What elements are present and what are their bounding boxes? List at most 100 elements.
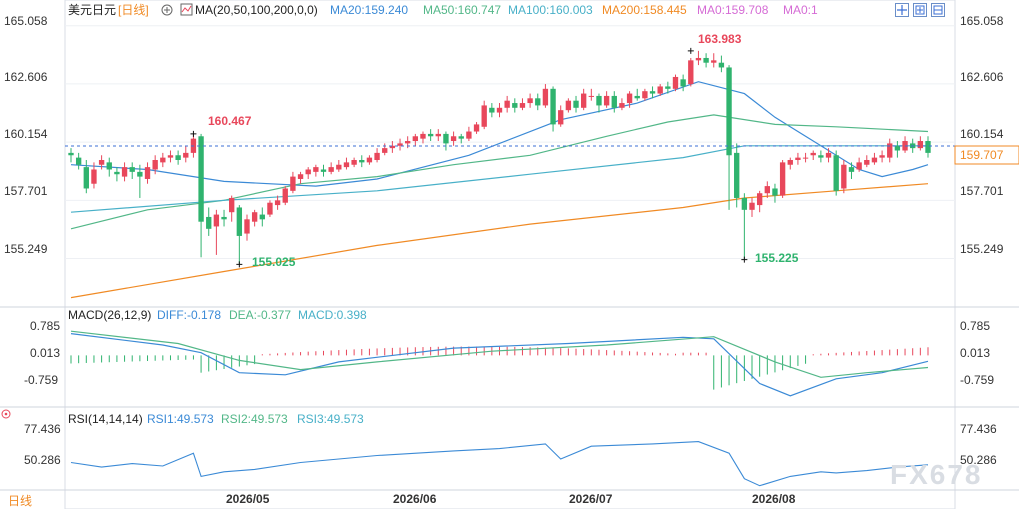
candle-body [98,160,105,165]
y-tick-left-1: 165.058 [4,14,48,28]
candle [848,162,855,179]
candle [795,152,801,165]
candle [756,190,763,213]
candle [481,100,487,130]
candle [129,162,135,179]
candle-body [734,152,740,198]
macd-tick-left-2: 0.013 [30,346,60,360]
candle-body [879,155,885,158]
candle-body [580,93,587,108]
candle-body [244,219,250,234]
fullscreen-button[interactable] [931,3,945,17]
candle-body [825,152,832,158]
y-tick-right-3: 160.154 [960,127,1004,141]
candle-body [420,133,426,139]
candle [466,126,472,142]
settings-icon[interactable] [161,4,173,16]
candle [512,98,518,113]
macd-tick-right-2: 0.013 [960,346,990,360]
candle [542,84,549,108]
candle [642,88,648,101]
candle [489,103,495,118]
macd-dea-line [70,330,929,378]
candle [236,205,243,265]
macd-tick-left-1: 0.785 [30,319,60,333]
candle-body [68,152,74,156]
candle [397,138,403,151]
rsi-tick-right-1: 77.436 [960,422,997,436]
candle-body [535,98,541,106]
y-tick-left-3: 160.154 [4,127,48,141]
candle [382,143,388,156]
candle-body [175,155,181,160]
candle-body [695,57,702,61]
candle [114,167,120,182]
candle-body [144,167,151,179]
candle [251,209,258,227]
candle [167,150,174,163]
candle [519,98,526,111]
candle-body [588,95,594,97]
candle [121,162,128,182]
period-tab[interactable]: 日线 [8,494,32,508]
candle-body [550,88,556,125]
candle [925,136,931,158]
crosshair-button[interactable] [895,3,909,17]
candle-body [596,95,602,106]
candle [611,91,617,113]
candle-body [542,88,549,106]
candle-body [229,197,235,213]
rsi-label: RSI(14,14,14) [68,412,143,426]
rsi-line [70,441,929,487]
candle [504,95,510,113]
candle [749,197,755,217]
annotation-low2: 155.225 [755,251,799,265]
candle [137,164,143,198]
candle-body [856,162,862,170]
ma-indicator-icon [180,3,193,16]
candle [841,160,847,194]
candle [374,148,380,163]
candle [259,207,265,227]
candle [68,148,74,163]
candle-body [711,60,717,63]
candle [703,53,709,68]
candle-body [634,95,640,99]
macd-pane [70,330,929,397]
rsi2-value: RSI2:49.573 [221,412,288,426]
target-icon[interactable] [1,409,11,419]
candle [198,133,204,258]
candle [887,138,893,163]
candle-body [336,164,342,170]
candle [626,91,633,108]
macd-tick-right-1: 0.785 [960,319,990,333]
ma-label: MA(20,50,100,200,0,0) [195,3,318,17]
candle-body [458,136,464,139]
candle-body [343,162,350,168]
candle-body [726,67,732,156]
candle-body [236,207,243,236]
candle [680,74,686,92]
candle-body [833,155,839,191]
candle-body [603,95,610,106]
candle [389,141,396,153]
candle-body [672,76,679,89]
candle [412,133,419,146]
candle-body [221,216,227,220]
candle [443,131,449,151]
candle-body [512,103,518,108]
candle [290,171,296,194]
candle [244,214,250,241]
current-price-box [954,145,1019,165]
candle [106,157,112,177]
zoom-button[interactable] [913,3,927,17]
candle-body [489,107,495,113]
rsi1-value: RSI1:49.573 [147,412,214,426]
ma100-value: MA100:160.003 [508,3,593,17]
ma200-line [70,183,929,299]
candle [175,150,181,165]
symbol-label: 美元日元 [68,3,116,17]
candle [649,86,656,99]
candle-body [619,103,625,108]
